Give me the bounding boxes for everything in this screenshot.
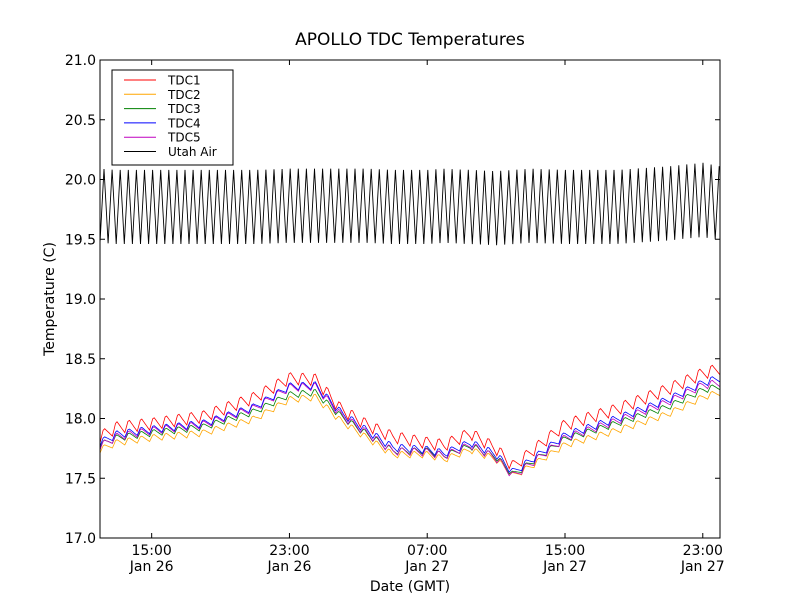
series-line-tdc4 — [99, 376, 721, 473]
legend-label: TDC5 — [167, 131, 201, 145]
x-tick-label-date: Jan 27 — [404, 559, 449, 575]
x-tick-label-date: Jan 27 — [680, 559, 725, 575]
x-tick-label-time: 23:00 — [269, 543, 309, 559]
x-tick-label-date: Jan 26 — [129, 559, 174, 575]
x-tick-label-time: 07:00 — [407, 543, 447, 559]
y-tick-label: 18.0 — [65, 412, 96, 428]
legend-label: TDC4 — [167, 116, 201, 130]
y-tick-label: 17.5 — [65, 471, 96, 487]
legend-label: TDC1 — [167, 74, 201, 88]
y-tick-label: 20.0 — [65, 173, 96, 189]
series-line-utah-air — [99, 162, 720, 246]
x-tick-label-time: 23:00 — [683, 543, 723, 559]
y-tick-label: 20.5 — [65, 113, 96, 129]
series-line-tdc3 — [99, 384, 721, 475]
chart-title: APOLLO TDC Temperatures — [295, 30, 525, 50]
y-tick-label: 19.5 — [65, 232, 96, 248]
y-tick-label: 21.0 — [65, 53, 96, 69]
series-line-tdc2 — [99, 391, 721, 477]
y-tick-label: 17.0 — [65, 531, 96, 547]
y-tick-label: 19.0 — [65, 292, 96, 308]
x-tick-label-time: 15:00 — [131, 543, 171, 559]
x-tick-label-date: Jan 27 — [542, 559, 587, 575]
y-axis-label: Temperature (C) — [42, 242, 58, 357]
series-line-tdc1 — [99, 364, 721, 470]
series-layer — [99, 162, 721, 477]
legend-label: TDC3 — [167, 102, 201, 116]
legend-box — [111, 69, 234, 166]
y-tick-label: 18.5 — [65, 352, 96, 368]
y-axis: 17.0 17.5 18.0 18.5 19.0 19.5 20.0 20.5 21.0 — [65, 53, 720, 547]
legend-label: TDC2 — [167, 88, 201, 102]
series-line-tdc5 — [99, 379, 721, 477]
x-tick-label-date: Jan 26 — [267, 559, 312, 575]
x-axis-label: Date (GMT) — [370, 579, 450, 595]
legend-label: Utah Air — [168, 145, 217, 159]
x-tick-label-time: 15:00 — [545, 543, 585, 559]
